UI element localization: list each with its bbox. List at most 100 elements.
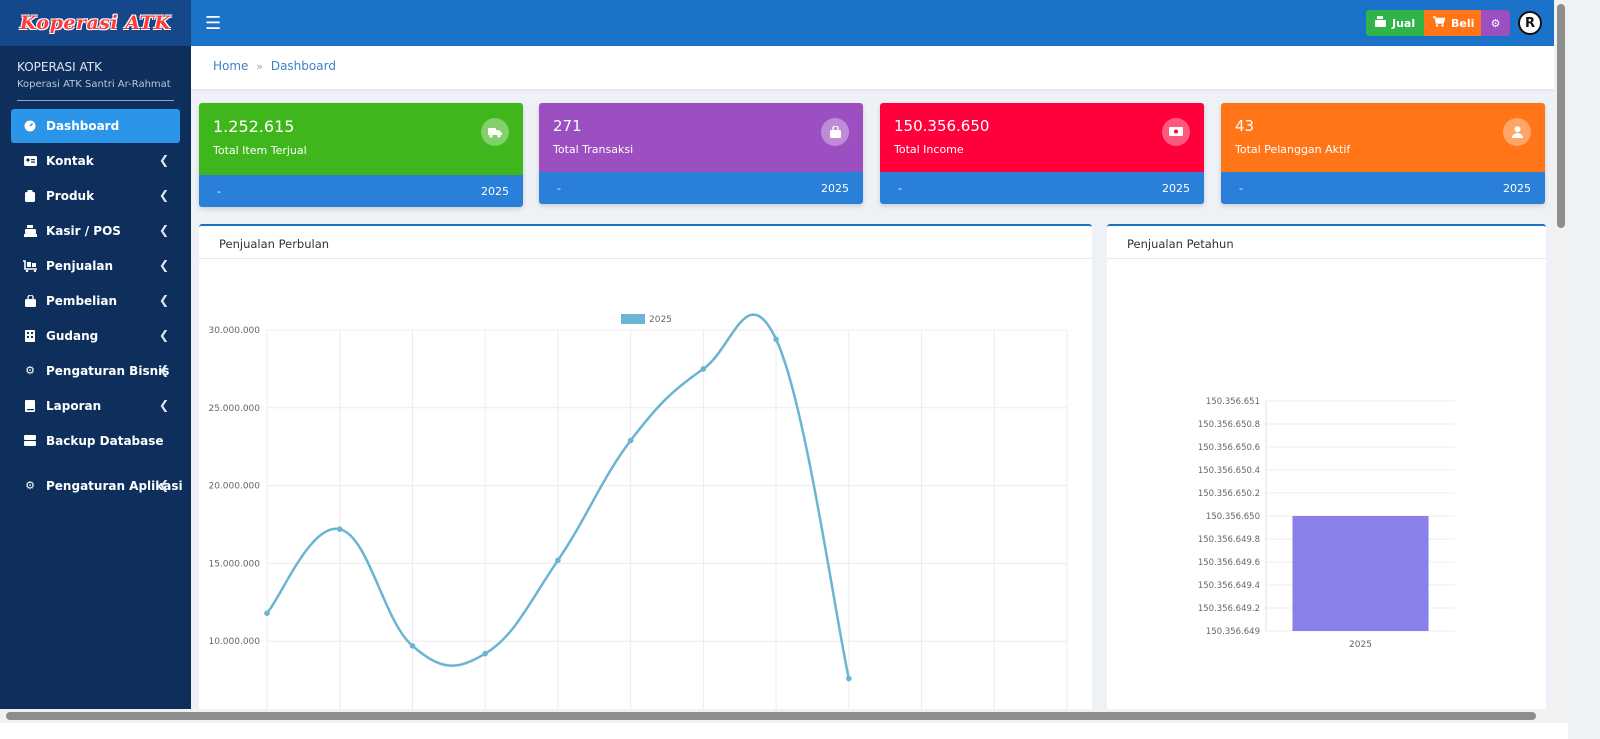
org-subtitle: Koperasi ATK Santri Ar-Rahmat [17,79,171,90]
cogs-icon: ⚙ [25,364,35,377]
book-icon [23,399,37,413]
sidebar-item-label: Gudang [46,328,99,343]
breadcrumb-separator-icon: » [256,60,263,73]
shopping-bag-icon [23,294,37,308]
card-footer-year: 2025 [481,184,509,198]
panel-title: Penjualan Petahun [1107,226,1546,259]
scrollbar-thumb[interactable] [1557,4,1565,228]
sidebar: Koperasi ATK KOPERASI ATK Koperasi ATK S… [0,0,191,739]
cash-register-icon [1375,16,1386,30]
scrollbar-thumb[interactable] [6,712,1536,720]
sidebar-item-gudang[interactable]: Gudang ❮ [0,318,191,353]
sidebar-item-laporan[interactable]: Laporan ❮ [0,388,191,423]
breadcrumb-home[interactable]: Home [213,59,249,73]
card-value: 150.356.650 [894,117,990,135]
building-icon [23,329,37,343]
data-point [482,650,488,657]
y-tick-label: 25.000.000 [208,404,260,414]
avatar-letter: R [1524,15,1535,31]
chevron-left-icon: ❮ [158,293,169,307]
sidebar-item-pengaturan-bisnis[interactable]: ⚙ Pengaturan Bisnis ❮ [0,353,191,388]
y-tick-label: 150.356.650.6 [1198,443,1260,453]
page-bottom-strip [0,723,1568,739]
sidebar-item-kontak[interactable]: Kontak ❮ [0,143,191,178]
data-point [700,366,707,372]
card-footer-left: - [1239,181,1243,195]
y-tick-label: 10.000.000 [208,637,260,647]
beli-label: Beli [1451,16,1475,30]
cash-register-icon [23,224,37,238]
jual-button[interactable]: Jual [1366,10,1424,36]
sidebar-item-kasir-pos[interactable]: Kasir / POS ❮ [0,213,191,248]
chevron-left-icon: ❮ [158,328,169,342]
data-point [627,437,634,444]
settings-button[interactable]: ⚙ [1481,10,1510,36]
card-footer: - 2025 [199,175,523,207]
y-tick-label: 150.356.650.2 [1198,489,1260,499]
sidebar-item-label: Produk [46,188,95,203]
hamburger-menu-icon[interactable]: ☰ [205,13,222,34]
card-body: 150.356.650 Total Income [880,103,1204,172]
sidebar-item-dashboard[interactable]: Dashboard [11,109,180,143]
sidebar-item-label: Laporan [46,398,102,413]
stat-card-transactions: 271 Total Transaksi - 2025 [539,103,863,204]
sidebar-item-label: Pengaturan Aplikasi [46,478,183,493]
card-footer-year: 2025 [1503,181,1531,195]
sidebar-item-label: Backup Database [46,433,164,448]
card-footer-year: 2025 [821,181,849,195]
data-point [336,526,343,532]
data-point [773,336,779,343]
y-tick-label: 150.356.649.2 [1198,604,1260,614]
org-info: KOPERASI ATK Koperasi ATK Santri Ar-Rahm… [0,46,191,100]
y-tick-label: 150.356.650 [1206,512,1260,522]
card-label: Total Pelanggan Aktif [1235,143,1351,156]
card-footer: - 2025 [880,172,1204,204]
data-point [409,643,416,649]
monthly-sales-panel: Penjualan Perbulan 30.000.000 25.000.000 2… [199,224,1092,737]
vertical-scrollbar[interactable] [1554,0,1568,739]
top-navbar: ☰ Jual Beli ⚙ R [191,0,1554,46]
truck-icon [481,118,509,146]
chevron-left-icon: ❮ [158,223,169,237]
stat-card-active-customers: 43 Total Pelanggan Aktif - 2025 [1221,103,1545,204]
sidebar-item-backup-database[interactable]: Backup Database [0,423,191,458]
breadcrumb-bar: Home » Dashboard [191,46,1554,89]
sidebar-item-label: Dashboard [46,119,120,133]
sidebar-spacer [0,458,191,468]
y-tick-label: 150.356.651 [1206,397,1260,407]
user-icon [1503,118,1531,146]
card-footer-left: - [898,181,902,195]
money-icon [1162,118,1190,146]
data-point [555,557,561,564]
y-tick-label: 150.356.650.4 [1198,466,1260,476]
card-footer-year: 2025 [1162,181,1190,195]
bar-2025 [1292,516,1429,631]
user-avatar[interactable]: R [1518,11,1542,35]
card-footer-left: - [557,181,561,195]
sidebar-item-pengaturan-aplikasi[interactable]: ⚙ Pengaturan Aplikasi ❮ [0,468,191,503]
beli-button[interactable]: Beli [1424,10,1481,36]
breadcrumb: Home » Dashboard [213,59,336,73]
x-tick-label: 2025 [1349,640,1372,650]
chevron-left-icon: ❮ [158,398,169,412]
card-label: Total Income [894,143,964,156]
monthly-sales-chart: 30.000.000 25.000.000 20.000.000 15.000.000… [208,313,1076,737]
database-icon [23,434,37,448]
card-value: 1.252.615 [213,117,295,136]
shopping-bag-icon [821,118,849,146]
horizontal-scrollbar[interactable] [0,709,1554,723]
brand-logo[interactable]: Koperasi ATK [0,0,191,46]
y-tick-label: 150.356.649.8 [1198,535,1260,545]
sidebar-item-penjualan[interactable]: Penjualan ❮ [0,248,191,283]
y-tick-label: 150.356.649.4 [1198,581,1260,591]
sidebar-item-label: Penjualan [46,258,113,273]
sidebar-item-label: Kontak [46,153,94,168]
stat-card-items-sold: 1.252.615 Total Item Terjual - 2025 [199,103,523,207]
card-label: Total Item Terjual [213,144,307,157]
sidebar-item-pembelian[interactable]: Pembelian ❮ [0,283,191,318]
cart-icon [1433,16,1446,30]
card-value: 43 [1235,117,1255,135]
card-footer-left: - [217,184,221,198]
card-body: 1.252.615 Total Item Terjual [199,103,523,175]
sidebar-item-produk[interactable]: Produk ❮ [0,178,191,213]
